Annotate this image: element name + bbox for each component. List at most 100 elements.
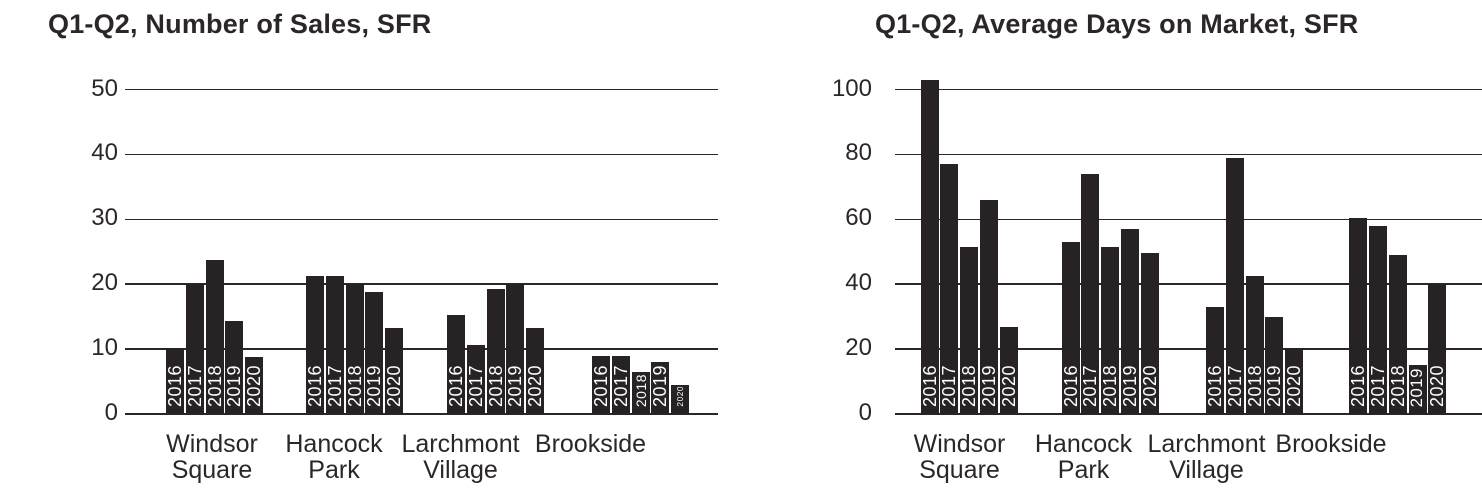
bar-year-label-wrap: 2020 <box>384 364 404 407</box>
gridline-y-80 <box>895 153 1482 156</box>
bar-year-label: 2019 <box>224 364 245 407</box>
bar-2016: 2016 <box>1061 242 1081 414</box>
bar-group-hancock-park: 2016 2017 2018 2019 2020 <box>1061 90 1160 414</box>
bar-year-label: 2018 <box>959 364 980 407</box>
bar-2018: 2018 <box>1388 255 1408 414</box>
bar-year-label-wrap: 2018 <box>204 364 225 407</box>
bar-year-label-wrap: 2016 <box>446 364 466 407</box>
bar-group-larchmont-village: 2016 2017 2018 2019 2020 <box>446 90 545 414</box>
bar-year-label-wrap: 2018 <box>959 364 980 407</box>
bar-year-label: 2016 <box>446 364 466 407</box>
bar-year-label: 2019 <box>364 364 385 407</box>
bar-year-label-wrap: 2019 <box>650 365 670 407</box>
x-axis-category-label-line: Square <box>919 456 1000 484</box>
bar-year-label: 2020 <box>384 364 404 407</box>
y-axis-tick-label: 80 <box>845 139 872 167</box>
gridline-y-0 <box>125 413 718 415</box>
x-axis-category-label-line: Windsor <box>166 430 258 458</box>
bar-2018: 2018 <box>1244 276 1265 414</box>
chart-title-number-of-sales: Q1-Q2, Number of Sales, SFR <box>48 9 432 39</box>
bar-2018: 2018 <box>204 259 225 414</box>
x-axis-category-label: Larchmont Village <box>361 431 561 483</box>
bar-year-label-wrap: 2017 <box>939 364 960 407</box>
y-axis-tick-label: 0 <box>104 398 118 426</box>
bar-year-label: 2020 <box>525 364 545 407</box>
bar-2016: 2016 <box>591 355 611 414</box>
y-axis-tick-label: 40 <box>845 269 872 297</box>
x-axis-category-label-line: Brookside <box>1275 430 1387 458</box>
gridline-y-20 <box>895 348 1482 350</box>
bar-year-label-wrap: 2017 <box>1225 365 1245 407</box>
bar-year-label-wrap: 2017 <box>611 365 631 407</box>
bar-year-label-wrap: 2019 <box>1264 365 1284 407</box>
bar-2016: 2016 <box>446 314 466 414</box>
bar-year-label-wrap: 2018 <box>1244 364 1265 407</box>
y-axis-tick-label: 20 <box>845 333 872 361</box>
bar-year-label-wrap: 2020 <box>525 364 545 407</box>
bar-year-label-wrap: 2018 <box>1100 365 1120 407</box>
bar-year-label: 2017 <box>465 364 486 407</box>
bar-2019: 2019 <box>505 284 525 414</box>
bar-year-label-wrap: 2016 <box>305 365 325 407</box>
bar-2019: 2019 <box>364 292 385 414</box>
bar-year-label-wrap: 2020 <box>1284 365 1304 407</box>
bar-year-label-wrap: 2019 <box>979 365 999 407</box>
bar-2019: 2019 <box>979 199 999 414</box>
gridline-y-40 <box>895 283 1482 285</box>
bar-year-label: 2018 <box>204 364 225 407</box>
bar-year-label: 2018 <box>1244 364 1265 407</box>
bar-2020: 2020 <box>244 356 264 414</box>
x-axis-category-label-line: Village <box>1169 456 1244 484</box>
bar-group-brookside: 2016 2017 2018 2019 2020 <box>591 90 689 414</box>
x-axis-category-label: Windsor Square <box>112 431 312 483</box>
bar-year-label-wrap: 2019 <box>364 364 385 407</box>
y-axis-tick-label: 30 <box>91 204 118 232</box>
bar-2019: 2019 <box>650 362 670 414</box>
bar-year-label-wrap: 2020 <box>1427 364 1448 407</box>
bar-year-label: 2020 <box>244 364 264 407</box>
x-axis-category-label: Hancock Park <box>984 431 1184 483</box>
bar-2020: 2020 <box>384 328 404 414</box>
bar-year-label: 2016 <box>1205 364 1225 407</box>
bar-2017: 2017 <box>185 284 205 414</box>
gridline-y-20 <box>125 283 718 285</box>
y-axis-tick-label: 10 <box>91 333 118 361</box>
chart-title-average-days-on-market: Q1-Q2, Average Days on Market, SFR <box>875 9 1359 39</box>
bar-year-label: 2017 <box>324 364 345 407</box>
gridline-y-50 <box>125 88 718 91</box>
x-axis-category-label: Windsor Square <box>860 431 1060 483</box>
bar-year-label: 2019 <box>1407 367 1427 407</box>
bar-year-label-wrap: 2020 <box>1140 365 1160 407</box>
bar-2019: 2019 <box>1407 365 1427 414</box>
bar-year-label-wrap: 2016 <box>165 365 185 407</box>
bar-year-label-wrap: 2017 <box>185 365 205 407</box>
bar-year-label: 2016 <box>591 364 611 407</box>
x-axis-category-label-line: Hancock <box>1034 430 1133 458</box>
bar-year-label-wrap: 2018 <box>345 365 365 407</box>
bar-group-larchmont-village: 2016 2017 2018 2019 2020 <box>1205 90 1304 414</box>
bar-year-label: 2017 <box>939 364 960 407</box>
gridline-y-0 <box>895 413 1482 415</box>
bar-year-label-wrap: 2017 <box>1368 365 1388 407</box>
bar-2017: 2017 <box>1368 225 1388 414</box>
gridline-y-60 <box>895 218 1482 221</box>
gridline-y-100 <box>895 88 1482 91</box>
bar-year-label-wrap: 2020 <box>999 365 1019 407</box>
bar-year-label: 2016 <box>1348 364 1369 407</box>
x-axis-category-label-line: Village <box>423 456 498 484</box>
x-axis-category-label: Hancock Park <box>234 431 434 483</box>
bar-year-label: 2020 <box>1427 364 1448 407</box>
bar-group-windsor-square: 2016 2017 2018 2019 2020 <box>920 79 1019 414</box>
bar-2018: 2018 <box>631 371 650 414</box>
x-axis-category-label-line: Park <box>308 456 360 484</box>
gridline-y-40 <box>125 153 718 156</box>
bar-year-label-wrap: 2019 <box>1407 367 1427 407</box>
bar-year-label-wrap: 2016 <box>1348 364 1369 407</box>
bar-year-label-wrap: 2017 <box>1080 365 1100 407</box>
bar-group-hancock-park: 2016 2017 2018 2019 2020 <box>305 90 404 414</box>
bar-2018: 2018 <box>1100 246 1120 414</box>
bar-2016: 2016 <box>1205 306 1225 414</box>
bar-2017: 2017 <box>611 355 631 414</box>
x-axis-category-label-line: Square <box>171 456 253 484</box>
